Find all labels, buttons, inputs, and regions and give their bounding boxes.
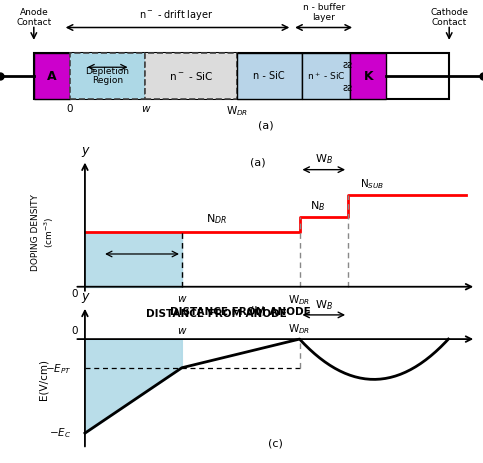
- Text: w: w: [178, 294, 186, 304]
- Text: N$_{B}$: N$_{B}$: [310, 200, 325, 213]
- Text: N$_{SUB}$: N$_{SUB}$: [360, 178, 384, 192]
- Text: 0: 0: [71, 326, 78, 337]
- Text: (b): (b): [250, 305, 266, 315]
- Text: Region: Region: [92, 76, 123, 86]
- Text: $-E_{PT}$: $-E_{PT}$: [44, 362, 71, 375]
- Text: (a): (a): [250, 158, 266, 168]
- Text: W$_{B}$: W$_{B}$: [315, 299, 333, 312]
- Bar: [34, 53, 449, 99]
- Text: Cathode
Contact: Cathode Contact: [430, 7, 468, 27]
- Bar: [34, 53, 70, 99]
- Text: n$^-$ - SiC: n$^-$ - SiC: [169, 70, 213, 82]
- Text: W$_{DR}$: W$_{DR}$: [288, 322, 311, 336]
- Text: y: y: [81, 290, 88, 303]
- Text: K: K: [364, 70, 373, 83]
- Text: ƨƨ: ƨƨ: [342, 83, 353, 93]
- Text: y: y: [81, 144, 88, 157]
- Text: 0: 0: [67, 104, 73, 114]
- Text: n$^+$ - SiC: n$^+$ - SiC: [307, 70, 345, 82]
- Text: N$_{DR}$: N$_{DR}$: [206, 213, 227, 226]
- Bar: [302, 53, 350, 99]
- Text: n$^-$ - drift layer: n$^-$ - drift layer: [139, 8, 213, 22]
- Text: Depletion: Depletion: [85, 67, 129, 76]
- Text: DISTANCE FROM ANODE: DISTANCE FROM ANODE: [170, 307, 311, 317]
- Text: W$_{DR}$: W$_{DR}$: [226, 104, 248, 118]
- Bar: [237, 53, 302, 99]
- Bar: [70, 53, 145, 99]
- Text: E(V/cm): E(V/cm): [38, 359, 48, 400]
- Text: n - SiC: n - SiC: [254, 71, 285, 81]
- Bar: [145, 53, 237, 99]
- Text: (a): (a): [258, 120, 273, 130]
- Text: DISTANCE FROM ANODE: DISTANCE FROM ANODE: [146, 309, 287, 319]
- Text: (c): (c): [268, 438, 283, 448]
- Text: w: w: [178, 325, 186, 336]
- Text: DOPING DENSITY
(cm$^{-3}$): DOPING DENSITY (cm$^{-3}$): [31, 194, 56, 270]
- Text: Anode
Contact: Anode Contact: [16, 7, 51, 27]
- Text: ƨƨ: ƨƨ: [342, 60, 353, 70]
- Text: W$_{B}$: W$_{B}$: [315, 152, 333, 166]
- Text: 0: 0: [71, 289, 78, 299]
- Text: W$_{DR}$: W$_{DR}$: [288, 294, 311, 307]
- Text: $-E_{C}$: $-E_{C}$: [49, 426, 71, 440]
- Text: w: w: [141, 104, 149, 114]
- Text: A: A: [47, 70, 57, 83]
- Bar: [350, 53, 386, 99]
- Text: n - buffer
layer: n - buffer layer: [302, 3, 345, 22]
